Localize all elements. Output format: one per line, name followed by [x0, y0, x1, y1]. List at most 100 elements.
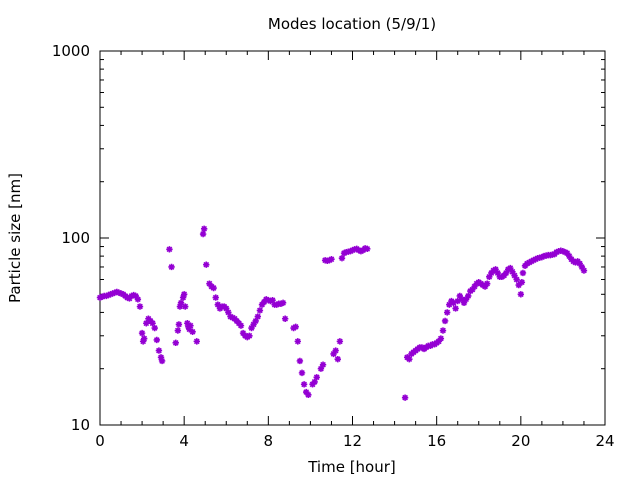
data-point: [176, 303, 184, 310]
y-tick-label: 10: [71, 416, 90, 434]
data-point: [281, 315, 289, 322]
x-tick-label: 20: [511, 432, 530, 450]
data-point: [105, 291, 112, 299]
data-point: [103, 292, 110, 300]
data-point: [193, 338, 200, 345]
data-point: [138, 329, 146, 337]
data-point: [518, 279, 526, 286]
data-point: [187, 322, 194, 329]
chart-title: Modes location (5/9/1): [268, 15, 436, 33]
x-axis: 0 4 8 12 16 20 24: [95, 51, 615, 450]
data-point: [246, 332, 253, 339]
data-point: [155, 347, 163, 354]
data-point: [256, 307, 264, 314]
data-point: [328, 256, 335, 263]
data-point: [139, 338, 147, 345]
data-point: [143, 320, 150, 327]
data-point: [98, 293, 106, 300]
data-point: [349, 247, 356, 254]
data-point: [313, 374, 320, 381]
data-point: [212, 294, 219, 301]
data-point: [136, 303, 144, 310]
data-point: [168, 263, 175, 271]
data-point: [454, 297, 461, 305]
data-point: [182, 303, 189, 310]
data-point: [334, 355, 341, 363]
data-point: [511, 272, 518, 279]
data-point: [151, 324, 158, 332]
data-point: [134, 296, 142, 303]
data-point: [561, 248, 569, 256]
data-point: [305, 391, 312, 399]
data-point: [153, 336, 161, 344]
data-point: [317, 365, 325, 372]
data-point: [494, 269, 501, 277]
data-point: [149, 320, 156, 327]
data-point: [578, 263, 586, 271]
data-point: [237, 322, 245, 329]
data-point: [186, 326, 193, 333]
data-point: [96, 294, 104, 301]
data-point: [210, 284, 217, 292]
data-point: [509, 268, 516, 275]
data-point: [132, 292, 139, 300]
plot-border: [99, 50, 606, 426]
data-point: [319, 361, 327, 368]
data-point: [502, 269, 510, 277]
data-point: [513, 276, 520, 283]
data-point: [452, 305, 459, 312]
data-point: [460, 299, 468, 307]
data-point: [158, 357, 166, 365]
data-point: [250, 321, 257, 328]
data-point: [443, 309, 451, 316]
data-point: [481, 283, 489, 290]
plot-area: [99, 50, 606, 426]
data-point: [265, 296, 272, 304]
data-point: [437, 335, 445, 342]
data-point: [517, 291, 525, 298]
x-tick-label: 8: [264, 432, 274, 450]
data-point: [157, 354, 165, 361]
data-point: [563, 249, 571, 257]
data-point: [107, 291, 114, 298]
data-point: [303, 388, 310, 396]
data-point: [225, 309, 232, 316]
data-point: [446, 301, 453, 308]
data-point: [277, 300, 285, 307]
data-point: [347, 247, 354, 255]
data-point: [300, 381, 308, 388]
data-point: [580, 267, 588, 274]
data-point: [214, 301, 222, 308]
data-point: [254, 313, 262, 320]
data-point: [483, 280, 491, 287]
data-point: [203, 261, 210, 268]
data-point: [298, 369, 306, 377]
data-point: [174, 327, 182, 334]
x-tick-label: 4: [179, 432, 189, 450]
data-point: [471, 283, 478, 290]
data-point: [175, 321, 183, 328]
data-point: [507, 264, 514, 272]
data-point: [184, 320, 191, 327]
data-point: [492, 266, 499, 273]
data-point: [177, 299, 185, 307]
data-point: [357, 247, 365, 255]
data-point: [340, 249, 348, 257]
data-point: [336, 338, 344, 345]
data-point: [124, 294, 131, 301]
y-axis-label: Particle size [nm]: [6, 173, 24, 303]
data-point: [576, 260, 583, 267]
y-tick-label: 1000: [52, 42, 90, 60]
x-axis-label: Time [hour]: [307, 458, 396, 476]
data-point: [456, 292, 464, 300]
data-point: [519, 269, 527, 277]
data-point: [515, 281, 522, 289]
data-point: [115, 289, 123, 296]
data-point: [130, 291, 137, 299]
data-point: [180, 291, 188, 298]
data-point: [206, 280, 213, 287]
data-point: [263, 296, 270, 303]
data-point: [439, 327, 447, 334]
data-point: [469, 286, 476, 293]
data-point: [248, 324, 255, 332]
